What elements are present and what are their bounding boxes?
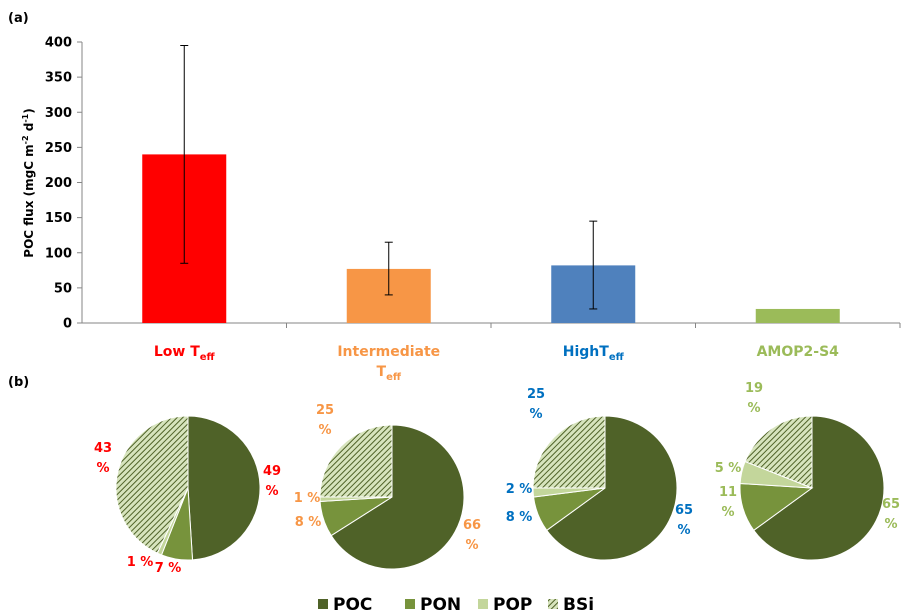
pie-4-label-poc-value: 65 — [882, 497, 900, 512]
pie-2-label-bsi-unit: % — [318, 423, 331, 438]
category-label: Intermediate — [337, 344, 440, 360]
legend-label-pon: PON — [420, 595, 461, 613]
category-label-text: AMOP2-S4 — [757, 344, 840, 360]
pie-1-label-bsi-value: 43 — [94, 441, 112, 456]
pie-4-label-pon-unit: % — [721, 505, 734, 520]
y-axis-title-mid: d — [22, 123, 36, 136]
y-tick-label: 0 — [63, 317, 72, 332]
pie-1-label-pon: 7 % — [155, 561, 182, 576]
pie-4-label-bsi-unit: % — [747, 401, 760, 416]
pie-2-label-poc-value: 66 — [463, 518, 481, 533]
pie-1-slice-bsi — [115, 415, 189, 554]
category-label: Teff — [377, 364, 402, 383]
pie-3-label-poc-unit: % — [677, 523, 690, 538]
pie-3-label-poc-value: 65 — [675, 503, 693, 518]
category-label-subscript: eff — [386, 372, 402, 383]
category-label-subscript: eff — [609, 352, 625, 363]
pie-2-label-pon: 8 % — [295, 515, 322, 530]
y-axis-title-sup2: -1 — [21, 113, 30, 122]
category-label: HighTeff — [563, 344, 625, 363]
legend: POC PON POP BSi — [318, 595, 594, 613]
pie-3-slice-bsi — [532, 415, 606, 489]
pie-3-slice-poc — [546, 415, 678, 561]
pie-2-label-bsi-value: 25 — [316, 403, 334, 418]
pie-3-label-pop: 2 % — [506, 482, 533, 497]
pie-2-label-pop: 1 % — [294, 491, 321, 506]
pie-3-label-pon: 8 % — [506, 510, 533, 525]
category-label: AMOP2-S4 — [757, 344, 840, 360]
pie-3-label-bsi-unit: % — [529, 407, 542, 422]
legend-swatch-pop — [478, 599, 488, 609]
y-axis-title-sup1: -2 — [21, 135, 30, 144]
pie-4-slice-bsi — [744, 415, 813, 489]
pie-1-label-poc-unit: % — [265, 484, 278, 499]
legend-label-pop: POP — [493, 595, 532, 613]
legend-swatch-pon — [405, 599, 415, 609]
y-tick-label: 350 — [45, 71, 72, 86]
pie-2-label-poc-unit: % — [465, 538, 478, 553]
panel-a-label: (a) — [8, 11, 29, 26]
pie-4-label-bsi-value: 19 — [745, 381, 763, 396]
y-tick-label: 300 — [45, 106, 72, 121]
pie-4-label-poc-unit: % — [884, 517, 897, 532]
pie-2-slice-poc — [330, 424, 465, 570]
pie-charts: 49%7 %1 %43%66%8 %1 %25%65%8 %2 %25%65%1… — [94, 381, 900, 576]
y-tick-label: 200 — [45, 176, 72, 191]
pie-3-label-bsi-value: 25 — [527, 387, 545, 402]
bar-4 — [755, 308, 840, 323]
category-label-text: HighT — [563, 344, 610, 360]
panel-b-label: (b) — [8, 375, 29, 390]
pie-2-slice-bsi — [319, 424, 393, 498]
pie-1-label-pop: 1 % — [127, 555, 154, 570]
y-tick-label: 250 — [45, 141, 72, 156]
legend-label-bsi: BSi — [563, 595, 594, 613]
category-label-text: Low T — [154, 344, 200, 360]
y-axis-title-main: POC flux (mgC m — [22, 144, 36, 257]
pie-1-slice-poc — [187, 415, 261, 561]
category-label-subscript: eff — [200, 352, 216, 363]
pie-1-label-bsi-unit: % — [96, 461, 109, 476]
category-label-text: Intermediate — [337, 344, 440, 360]
pie-1-label-poc-value: 49 — [263, 464, 281, 479]
y-tick-label: 400 — [45, 36, 72, 51]
y-tick-label: 150 — [45, 211, 72, 226]
y-tick-label: 100 — [45, 246, 72, 261]
category-label-text: T — [377, 364, 387, 380]
category-label: Low Teff — [154, 344, 216, 363]
y-axis-title: POC flux (mgC m-2 d-1) — [21, 108, 36, 257]
legend-swatch-poc — [318, 599, 328, 609]
pie-4-slice-poc — [753, 415, 885, 561]
pie-4-label-pop: 5 % — [715, 461, 742, 476]
legend-swatch-bsi — [548, 599, 558, 609]
y-tick-label: 50 — [54, 281, 72, 296]
legend-label-poc: POC — [333, 595, 372, 613]
y-axis-title-end: ) — [22, 108, 36, 113]
pie-4-label-pon-value: 11 — [719, 485, 737, 500]
